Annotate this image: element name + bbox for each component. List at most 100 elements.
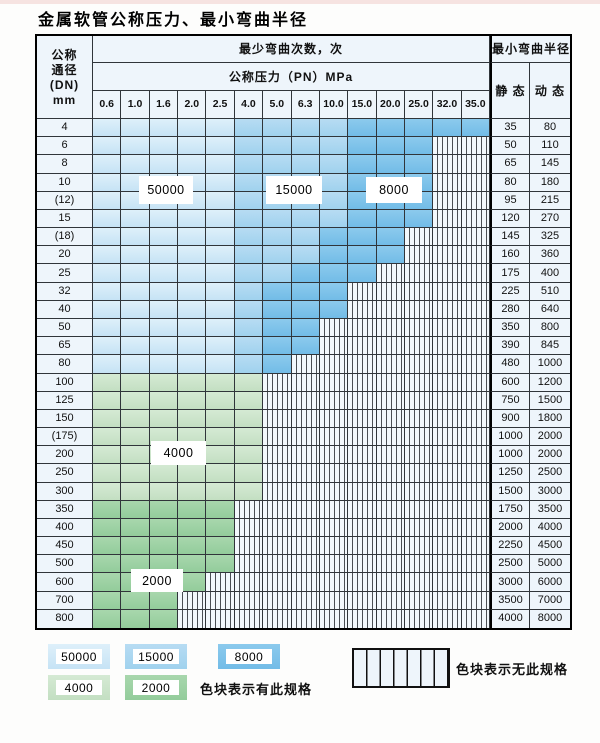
pressure-tick: 0.6 <box>93 91 122 119</box>
no-spec-cell <box>461 318 490 338</box>
no-spec-cell <box>404 537 434 556</box>
static-radius-cell: 750 <box>490 391 530 410</box>
spec-zone-cell <box>376 119 405 138</box>
spec-zone-cell <box>348 119 377 138</box>
no-spec-cell <box>376 391 405 410</box>
no-spec-cell <box>319 500 349 519</box>
spec-zone-cell <box>263 300 292 319</box>
spec-zone-cell <box>206 318 235 338</box>
static-radius-cell: 1250 <box>490 464 530 483</box>
no-spec-cell <box>348 591 377 610</box>
dn-header-line: 公称 <box>51 47 78 62</box>
dynamic-radius-cell: 110 <box>530 137 570 156</box>
dynamic-radius-cell: 8000 <box>530 609 570 628</box>
spec-zone-cell <box>348 264 377 283</box>
no-spec-cell <box>461 282 490 301</box>
no-spec-cell <box>319 482 349 501</box>
spec-zone-cell <box>234 191 264 210</box>
spec-zone-cell <box>206 464 235 483</box>
no-spec-cell <box>433 391 462 410</box>
spec-zone-cell <box>149 228 179 247</box>
spec-zone-cell <box>178 119 207 138</box>
no-spec-cell <box>348 318 377 338</box>
spec-zone-cell <box>206 173 235 192</box>
no-spec-cell <box>404 409 434 429</box>
dn-cell: 4 <box>37 119 93 138</box>
spec-zone-cell <box>93 591 122 610</box>
no-spec-cell <box>376 428 405 447</box>
spec-zone-cell <box>206 537 235 556</box>
spec-zone-cell <box>263 137 292 156</box>
spec-zone-cell <box>206 337 235 356</box>
no-spec-cell <box>291 518 320 538</box>
spec-zone-cell <box>234 246 264 265</box>
spec-zone-cell <box>93 518 122 538</box>
no-spec-cell <box>178 609 207 628</box>
dynamic-radius-cell: 80 <box>530 119 570 138</box>
dynamic-radius-cell: 640 <box>530 300 570 319</box>
spec-zone-cell <box>93 119 122 138</box>
no-spec-cell <box>461 391 490 410</box>
no-spec-cell <box>433 209 462 229</box>
pressure-tick: 2.0 <box>178 91 207 119</box>
spec-zone-cell <box>178 464 207 483</box>
dn-cell: 15 <box>37 209 93 229</box>
no-spec-cell <box>291 373 320 392</box>
spec-zone-cell <box>93 282 122 301</box>
no-spec-cell <box>461 300 490 319</box>
spec-zone-cell <box>404 119 434 138</box>
dynamic-radius-cell: 4000 <box>530 518 570 538</box>
no-spec-cell <box>263 500 292 519</box>
dynamic-radius-cell: 4500 <box>530 537 570 556</box>
static-radius-cell: 280 <box>490 300 530 319</box>
no-spec-cell <box>433 609 462 628</box>
no-spec-cell <box>234 500 264 519</box>
legend-swatch-50000: 50000 <box>48 644 110 669</box>
no-spec-cell <box>234 518 264 538</box>
spec-zone-cell <box>178 137 207 156</box>
spec-zone-cell <box>121 355 150 374</box>
static-radius-cell: 1000 <box>490 446 530 465</box>
legend-swatch-label: 4000 <box>56 680 102 695</box>
no-spec-cell <box>461 482 490 501</box>
dn-cell: 10 <box>37 173 93 192</box>
no-spec-cell <box>376 609 405 628</box>
no-spec-cell <box>178 591 207 610</box>
dn-cell: 200 <box>37 446 93 465</box>
spec-zone-cell <box>291 209 320 229</box>
no-spec-cell <box>376 555 405 574</box>
static-radius-cell: 80 <box>490 173 530 192</box>
no-spec-cell <box>461 609 490 628</box>
spec-zone-cell <box>149 391 179 410</box>
spec-zone-cell <box>263 355 292 374</box>
pressure-header: 公称压力（PN）MPa <box>93 63 490 91</box>
spec-zone-cell <box>291 155 320 174</box>
spec-zone-cell <box>376 155 405 174</box>
spec-zone-cell <box>319 155 349 174</box>
spec-zone-cell <box>93 573 122 592</box>
static-radius-cell: 600 <box>490 373 530 392</box>
spec-zone-cell <box>121 318 150 338</box>
static-radius-cell: 1000 <box>490 428 530 447</box>
no-spec-cell <box>319 464 349 483</box>
spec-zone-cell <box>291 337 320 356</box>
spec-zone-cell <box>319 246 349 265</box>
spec-zone-cell <box>93 155 122 174</box>
spec-zone-cell <box>234 482 264 501</box>
no-spec-cell <box>404 500 434 519</box>
no-spec-cell <box>263 482 292 501</box>
dn-cell: 250 <box>37 464 93 483</box>
dn-cell: 350 <box>37 500 93 519</box>
spec-zone-cell <box>93 409 122 429</box>
spec-zone-cell <box>93 500 122 519</box>
spec-zone-cell <box>234 173 264 192</box>
spec-zone-cell <box>234 264 264 283</box>
no-spec-cell <box>263 573 292 592</box>
spec-zone-cell <box>376 209 405 229</box>
no-spec-cell <box>433 246 462 265</box>
dynamic-radius-cell: 1000 <box>530 355 570 374</box>
spec-zone-cell <box>291 119 320 138</box>
no-spec-cell <box>404 355 434 374</box>
static-column-header: 静 态 <box>490 63 530 119</box>
spec-zone-cell <box>149 155 179 174</box>
